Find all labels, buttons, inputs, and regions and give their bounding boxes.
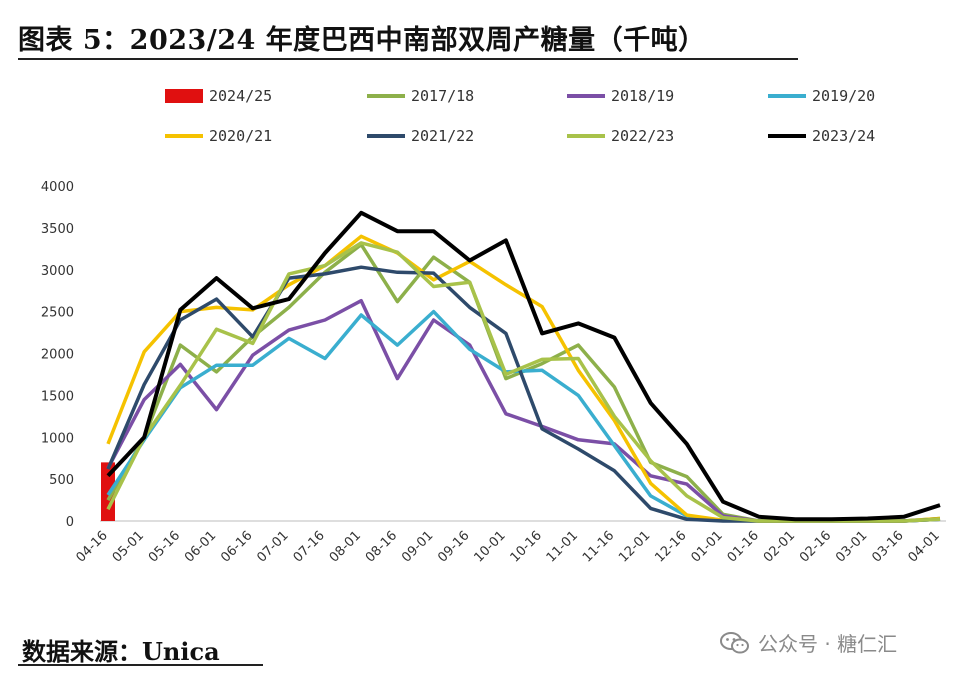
x-tick-label: 09-16 [435, 528, 472, 565]
y-tick-label: 2000 [41, 348, 74, 363]
x-tick-label: 05-01 [110, 528, 147, 565]
legend-label: 2024/25 [209, 87, 272, 105]
x-tick-label: 12-16 [652, 528, 689, 565]
x-tick-label: 05-16 [146, 528, 183, 565]
x-tick-label: 02-01 [761, 528, 798, 565]
legend-label: 2018/19 [611, 87, 674, 105]
x-tick-label: 06-01 [182, 528, 219, 565]
legend-label: 2023/24 [812, 127, 875, 145]
x-tick-label: 01-16 [725, 528, 762, 565]
legend-label: 2020/21 [209, 127, 272, 145]
x-tick-label: 08-16 [363, 528, 400, 565]
y-tick-label: 1000 [41, 431, 74, 446]
series-line-2021-22 [106, 265, 941, 523]
y-tick-label: 0 [66, 515, 74, 530]
x-tick-label: 01-01 [688, 528, 725, 565]
wechat-icon [720, 631, 749, 653]
watermark-text: 公众号 · 糖仁汇 [758, 632, 898, 656]
x-tick-label: 03-16 [869, 528, 906, 565]
x-tick-label: 03-01 [833, 528, 870, 565]
bar-line-chart: 2024/25 2017/18 2018/19 2019/20 2020/21 2021/… [41, 87, 946, 566]
y-tick-label: 3000 [41, 264, 74, 279]
legend-swatch [165, 89, 203, 103]
y-tick-label: 500 [49, 473, 74, 488]
series-line-2019-20 [106, 309, 941, 523]
page-title: 图表 5：2023/24 年度巴西中南部双周产糖量（千吨） [18, 25, 706, 56]
source-underline [18, 664, 263, 666]
x-tick-label: 08-01 [327, 528, 364, 565]
y-tick-label: 4000 [41, 180, 74, 195]
watermark: 公众号 · 糖仁汇 [720, 628, 897, 657]
data-source: 数据来源：Unica [22, 637, 220, 666]
x-tick-label: 12-01 [616, 528, 653, 565]
x-tick-label: 07-01 [254, 528, 291, 565]
chart-lines [106, 210, 941, 523]
y-tick-label: 3500 [41, 222, 74, 237]
x-tick-label: 10-16 [508, 528, 545, 565]
chart-legend: 2024/25 2017/18 2018/19 2019/20 2020/21 2021/… [165, 87, 875, 145]
bar-2024-25 [101, 462, 115, 521]
series-line-2023-24 [106, 210, 941, 522]
x-tick-label: 07-16 [291, 528, 328, 565]
x-tick-label: 10-01 [471, 528, 508, 565]
chart-bars [101, 462, 115, 521]
x-tick-label: 04-01 [906, 528, 943, 565]
x-tick-label: 02-16 [797, 528, 834, 565]
x-tick-label: 09-01 [399, 528, 436, 565]
legend-label: 2019/20 [812, 87, 875, 105]
x-tick-label: 06-16 [218, 528, 255, 565]
legend-label: 2022/23 [611, 127, 674, 145]
x-tick-label: 11-16 [580, 528, 617, 565]
x-tick-label: 04-16 [74, 528, 111, 565]
y-tick-label: 2500 [41, 306, 74, 321]
chart-axes: 0500100015002000250030003500400004-1605-… [41, 180, 946, 566]
y-tick-label: 1500 [41, 389, 74, 404]
title-underline [18, 58, 798, 60]
x-tick-label: 11-01 [544, 528, 581, 565]
legend-label: 2017/18 [411, 87, 474, 105]
legend-label: 2021/22 [411, 127, 474, 145]
